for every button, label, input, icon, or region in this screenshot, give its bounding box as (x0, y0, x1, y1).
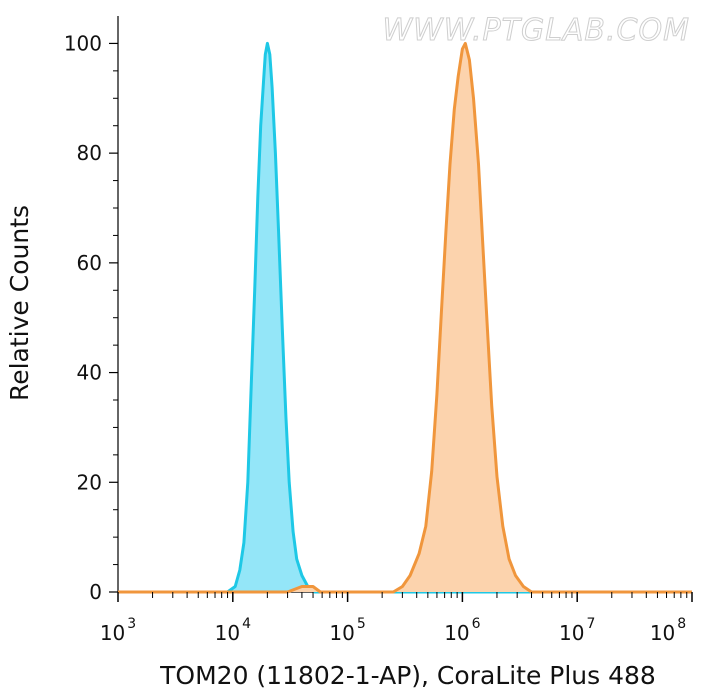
y-axis-title: Relative Counts (5, 205, 34, 401)
x-axis-ticks: 10 3 10 4 10 5 10 6 10 7 10 8 (100, 592, 692, 645)
series-2-line (118, 43, 692, 592)
y-axis-ticks: 0 20 40 60 80 100 (64, 31, 118, 604)
x-tick-label: 10 8 (650, 616, 686, 645)
x-axis-title: TOM20 (11802-1-AP), CoraLite Plus 488 (159, 661, 656, 690)
series-layer (118, 43, 692, 592)
y-tick-label: 20 (77, 470, 102, 494)
series-1-area (118, 43, 692, 592)
watermark: WWW.PTGLAB.COM (382, 13, 690, 48)
x-tick-label: 10 5 (329, 616, 365, 645)
x-tick-label: 10 4 (215, 616, 251, 645)
x-tick-label: 10 7 (559, 616, 595, 645)
series-1 (118, 43, 692, 592)
y-tick-label: 0 (89, 580, 102, 604)
series-2-area (118, 43, 692, 592)
y-tick-label: 40 (77, 361, 102, 385)
series-1-line (118, 43, 692, 592)
y-tick-label: 80 (77, 141, 102, 165)
series-2 (118, 43, 692, 592)
x-tick-label: 10 6 (444, 616, 480, 645)
y-tick-label: 100 (64, 31, 102, 55)
x-tick-label: 10 3 (100, 616, 136, 645)
plot-area (118, 16, 692, 592)
y-tick-label: 60 (77, 251, 102, 275)
